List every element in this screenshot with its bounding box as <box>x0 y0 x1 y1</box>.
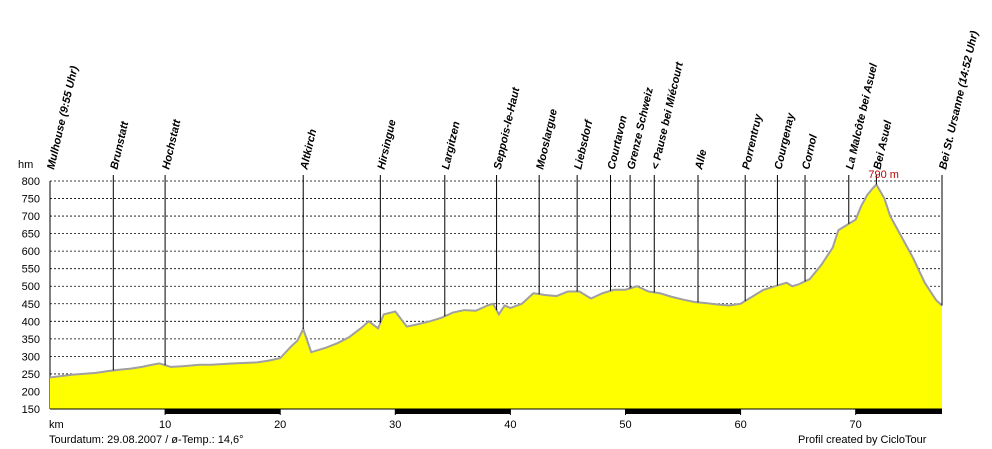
y-tick-label: 650 <box>22 229 40 241</box>
y-tick-label: 700 <box>22 211 40 223</box>
x-axis-bar-segment <box>165 409 281 414</box>
place-label: Liebsdorf <box>572 118 595 171</box>
x-tick-label: 70 <box>850 419 862 431</box>
credit: Profil created by CicloTour <box>798 434 927 446</box>
y-tick-label: 450 <box>22 299 40 311</box>
y-tick-label: 250 <box>22 369 40 381</box>
x-tick-label: 30 <box>389 419 401 431</box>
y-tick-label: 400 <box>22 316 40 328</box>
place-label: Hirsingue <box>376 119 399 171</box>
place-label: Largitzen <box>440 120 463 171</box>
place-label: Bei Asuel <box>872 119 895 171</box>
x-tick-label: 60 <box>734 419 746 431</box>
y-axis-unit: hm <box>18 159 33 171</box>
place-label: Porrentruy <box>740 112 765 170</box>
x-tick-label: 50 <box>619 419 631 431</box>
y-tick-label: 800 <box>22 176 40 188</box>
y-tick-label: 200 <box>22 386 40 398</box>
place-label: Alle <box>693 148 709 171</box>
y-tick-label: 750 <box>22 194 40 206</box>
y-tick-label: 600 <box>22 246 40 258</box>
y-axis-labels: 800 750 700 650 600 550 500 450 400 350 300 250 200 1… <box>22 176 40 416</box>
y-tick-label: 550 <box>22 264 40 276</box>
y-tick-label: 300 <box>22 351 40 363</box>
y-tick-label: 350 <box>22 334 40 346</box>
tour-info: Tourdatum: 29.08.2007 / ø-Temp.: 14,6° <box>49 434 244 446</box>
y-tick-label: 500 <box>22 281 40 293</box>
place-label: Seppois-le-Haut <box>492 85 523 171</box>
elevation-outline <box>49 182 943 379</box>
place-label: Mooslargue <box>534 108 560 171</box>
y-tick-label: 150 <box>22 404 40 416</box>
x-tick-label: 40 <box>504 419 516 431</box>
x-axis-unit: km <box>49 419 64 431</box>
place-label: Brunstatt <box>109 119 132 171</box>
x-tick-label: 10 <box>159 419 171 431</box>
place-label: Altkirch <box>298 128 319 172</box>
x-axis: 10 20 30 40 50 60 70 <box>50 408 942 431</box>
x-axis-bar-segment <box>395 409 511 414</box>
elevation-area <box>50 184 942 409</box>
place-label: Hochstatt <box>160 117 183 170</box>
x-axis-bar-segment <box>625 409 741 414</box>
place-label: Cornol <box>800 133 820 171</box>
max-elevation-label: 790 m <box>868 169 899 181</box>
x-axis-bar-segment <box>855 409 942 414</box>
place-label: < Pause bei Miécourt <box>649 60 686 171</box>
place-label: Courgenay <box>773 111 798 171</box>
place-label: Bei St. Ursanne (14:52 Uhr) <box>937 29 981 170</box>
place-label: Mulhouse (9:55 Uhr) <box>45 65 81 171</box>
x-tick-label: 20 <box>274 419 286 431</box>
